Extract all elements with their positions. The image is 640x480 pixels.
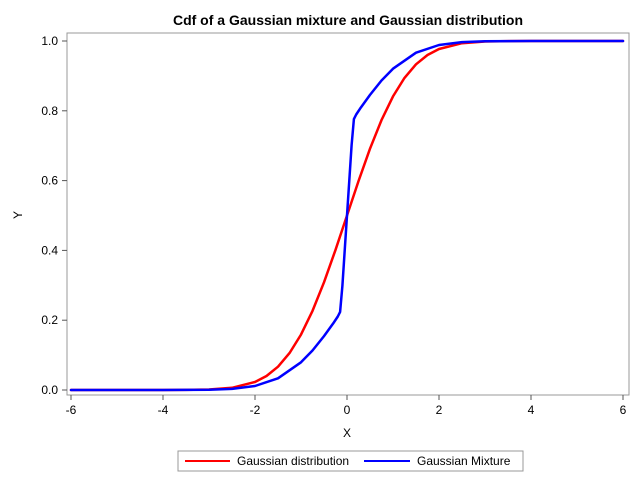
x-tick-label: -2 bbox=[250, 403, 261, 417]
plot-frame bbox=[66, 32, 630, 396]
y-axis: 0.0 0.2 0.4 0.6 0.8 1.0 bbox=[41, 34, 67, 397]
x-axis-label: X bbox=[343, 426, 351, 440]
legend-frame bbox=[177, 450, 524, 472]
x-axis: -6 -4 -2 0 2 4 6 bbox=[66, 395, 627, 417]
legend-label-gaussian-distribution: Gaussian distribution bbox=[237, 454, 349, 468]
series-lines bbox=[69, 39, 625, 392]
x-tick-label: 0 bbox=[344, 403, 351, 417]
legend: Gaussian distribution Gaussian Mixture bbox=[177, 450, 524, 472]
y-tick-label: 0.6 bbox=[41, 174, 58, 188]
y-tick-label: 1.0 bbox=[41, 34, 58, 48]
x-tick-label: -6 bbox=[66, 403, 77, 417]
y-axis-label: Y bbox=[11, 211, 25, 219]
x-tick-label: 6 bbox=[620, 403, 627, 417]
series-line-gaussian-mixture bbox=[69, 39, 625, 392]
y-tick-label: 0.4 bbox=[41, 243, 58, 257]
chart-title: Cdf of a Gaussian mixture and Gaussian d… bbox=[173, 12, 523, 28]
y-tick-label: 0.8 bbox=[41, 104, 58, 118]
x-tick-label: 4 bbox=[528, 403, 535, 417]
x-tick-label: 2 bbox=[436, 403, 443, 417]
y-tick-label: 0.2 bbox=[41, 313, 58, 327]
x-tick-label: -4 bbox=[158, 403, 169, 417]
y-tick-label: 0.0 bbox=[41, 383, 58, 397]
legend-label-gaussian-mixture: Gaussian Mixture bbox=[417, 454, 511, 468]
